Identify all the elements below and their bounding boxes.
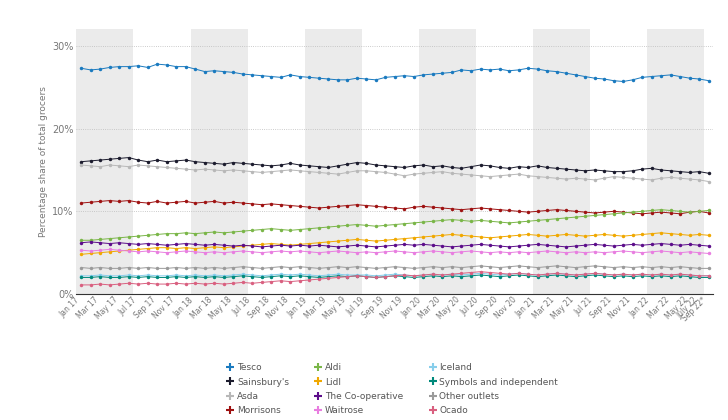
Bar [533, 29, 590, 294]
Bar [419, 29, 476, 294]
Bar [191, 29, 248, 294]
Bar [304, 29, 362, 294]
Bar [647, 29, 704, 294]
Y-axis label: Percentage share of total grocers: Percentage share of total grocers [39, 86, 48, 237]
Bar [76, 29, 133, 294]
Legend: Tesco, Sainsbury's, Asda, Morrisons, Aldi, Lidl, The Co-operative, Waitrose, Ice: Tesco, Sainsbury's, Asda, Morrisons, Ald… [228, 363, 558, 415]
